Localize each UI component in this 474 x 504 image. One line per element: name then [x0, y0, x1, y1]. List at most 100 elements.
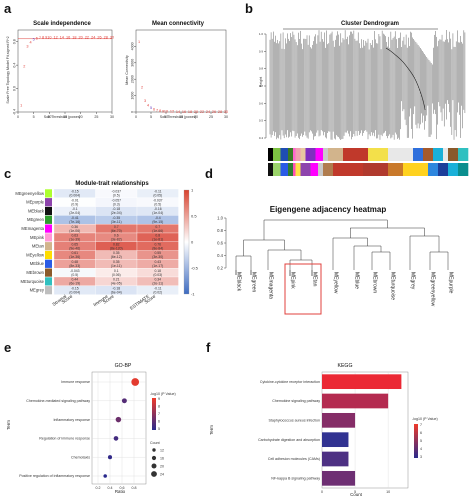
- heatmap-scale-label: 1: [191, 188, 194, 193]
- heatmap-row-label: MEpink: [30, 235, 45, 240]
- go-bp-color-legend-title: -log10 (P Value): [150, 392, 176, 396]
- heatmap-cell-p: (1e-06): [69, 229, 80, 233]
- heatmap-row-label: MEgreen: [27, 217, 45, 222]
- mean-connectivity-ytick-label: 3000: [131, 59, 135, 67]
- merged-module-block: [288, 163, 294, 176]
- heatmap-cell-r: 0.63: [71, 234, 78, 238]
- dynamic-module-block: [268, 148, 274, 161]
- go-bp-size-legend-title: Count: [150, 441, 160, 445]
- dendro-ytick-label: 0.9: [259, 49, 264, 53]
- heatmap-cell-r: 0.18: [154, 269, 161, 273]
- mean-connectivity-xtick-label: 0: [135, 115, 137, 119]
- dynamic-module-block: [413, 148, 424, 161]
- dynamic-module-block: [433, 148, 444, 161]
- dynamic-module-block: [343, 148, 369, 161]
- go-bp-point: [113, 436, 119, 441]
- heatmap-cell-r: -0.043: [70, 269, 80, 273]
- go-bp-size-tick: 20: [160, 464, 164, 468]
- scale-independence-point-label: 5: [33, 38, 35, 42]
- heatmap-row-color: [45, 250, 52, 260]
- heatmap-cell-r: -0.18: [112, 286, 120, 290]
- heatmap-row-color: [45, 206, 52, 216]
- eigen-leaf-label: MEpink: [290, 272, 296, 289]
- mean-connectivity-point-label: 30: [224, 110, 228, 114]
- merged-module-block: [293, 163, 296, 176]
- go-bp-xtick-label: 0.2: [96, 486, 101, 490]
- go-bp-size-tick: 24: [160, 472, 164, 476]
- heatmap-cell-r: 0.7: [114, 225, 119, 229]
- heatmap-cell-p: (3e-30): [152, 255, 163, 259]
- heatmap-row-label: MEbrown: [26, 270, 44, 275]
- module-trait-title: Module-trait relationships: [75, 181, 149, 187]
- merged-module-block: [458, 163, 469, 176]
- dynamic-module-block: [328, 148, 344, 161]
- go-bp-point: [115, 416, 122, 423]
- go-bp-term-label: Immune response: [61, 380, 90, 384]
- heatmap-cell-p: (1e-66): [152, 229, 163, 233]
- scale-independence-point-label: 12: [53, 35, 57, 39]
- go-bp-color-tick: 9: [158, 397, 160, 401]
- eigen-branch: [243, 239, 285, 256]
- kegg-xtick-label: 0: [321, 490, 323, 494]
- heatmap-cell-p: (0.3): [113, 202, 120, 206]
- kegg-chart: KEGG Count Term -log10 (P Value) 0 5 10 Cyt…: [209, 363, 438, 497]
- heatmap-cell-p: (2e-04): [111, 211, 122, 215]
- go-bp-size-dot: [151, 471, 157, 477]
- heatmap-cell-r: 0.6: [114, 234, 119, 238]
- go-bp-color-tick: 5: [158, 427, 160, 431]
- mean-connectivity-point-label: 26: [212, 110, 216, 114]
- scale-independence-xtick-label: 30: [110, 115, 114, 119]
- go-bp-xtick-label: 0.6: [120, 486, 125, 490]
- merged-module-block: [403, 163, 429, 176]
- merged-module-block: [318, 163, 324, 176]
- kegg-bar: [322, 432, 349, 448]
- heatmap-scale-label: 0: [191, 240, 194, 245]
- dendro-ytick-label: 0.7: [259, 84, 264, 88]
- scale-independence-xtick-label: 25: [94, 115, 98, 119]
- scale-independence-point-label: 16: [66, 35, 70, 39]
- dynamic-module-block: [423, 148, 434, 161]
- scale-independence-point-label: 22: [85, 35, 89, 39]
- heatmap-cell-r: -0.4: [155, 216, 161, 220]
- scale-independence-point-label: 2: [23, 65, 25, 69]
- mean-connectivity-ytick-label: 2000: [131, 75, 135, 83]
- mean-connectivity-point-label: 22: [200, 110, 204, 114]
- heatmap-cell-p: (0.05): [153, 194, 162, 198]
- heatmap-cell-r: 0.36: [71, 225, 78, 229]
- cluster-dendrogram-chart: Cluster Dendrogram Height Dynamic Module…: [259, 21, 469, 176]
- heatmap-cell-r: -0.15: [71, 286, 79, 290]
- heatmap-cell-p: (1e-17): [152, 264, 163, 268]
- heatmap-cell-p: (2e-11): [152, 282, 163, 286]
- heatmap-cell-p: (6e-70): [111, 229, 122, 233]
- kegg-term-label: NF-kappa B signaling pathway: [271, 477, 320, 481]
- heatmap-cell-p: (9e-46): [69, 246, 80, 250]
- kegg-term-label: Cytokine-cytokine receptor interaction: [260, 380, 320, 384]
- scale-independence-frame: [17, 29, 113, 113]
- eigen-leaf-label: MEgreen: [251, 272, 257, 293]
- kegg-term-label: Carbohydrate digestion and absorption: [258, 438, 320, 442]
- panel-letter-d: d: [205, 166, 213, 181]
- go-bp-color-tick: 8: [158, 405, 160, 409]
- heatmap-row-color: [45, 277, 52, 286]
- kegg-color-legend-title: -log10 (P Value): [412, 417, 438, 421]
- heatmap-row-label: MEyellow: [26, 252, 45, 257]
- eigen-ytick-label: 1.0: [217, 216, 223, 221]
- heatmap-cell-p: (8e-120): [110, 246, 123, 250]
- scale-independence-point-label: 30: [110, 35, 114, 39]
- merged-module-block: [438, 163, 449, 176]
- dendro-ytick-label: 0.5: [259, 119, 264, 123]
- mean-connectivity-point-label: 12: [170, 110, 174, 114]
- heatmap-cell-r: 0.44: [71, 278, 78, 282]
- kegg-bar: [322, 451, 349, 467]
- heatmap-cell-p: (1e-11): [111, 264, 122, 268]
- heatmap-cell-r: 0.55: [154, 251, 161, 255]
- panel-letter-b: b: [245, 1, 253, 16]
- eigen-ytick-label: 0.2: [217, 266, 223, 271]
- mean-connectivity-xlabel: Soft Threshold (power): [160, 115, 197, 119]
- go-bp-xtick-label: 0.8: [132, 486, 137, 490]
- mean-connectivity-point-label: 24: [206, 110, 210, 114]
- eigengene-title: Eigengene adjacency heatmap: [270, 205, 387, 214]
- kegg-panel: [321, 371, 409, 489]
- panel-letter-e: e: [4, 340, 11, 355]
